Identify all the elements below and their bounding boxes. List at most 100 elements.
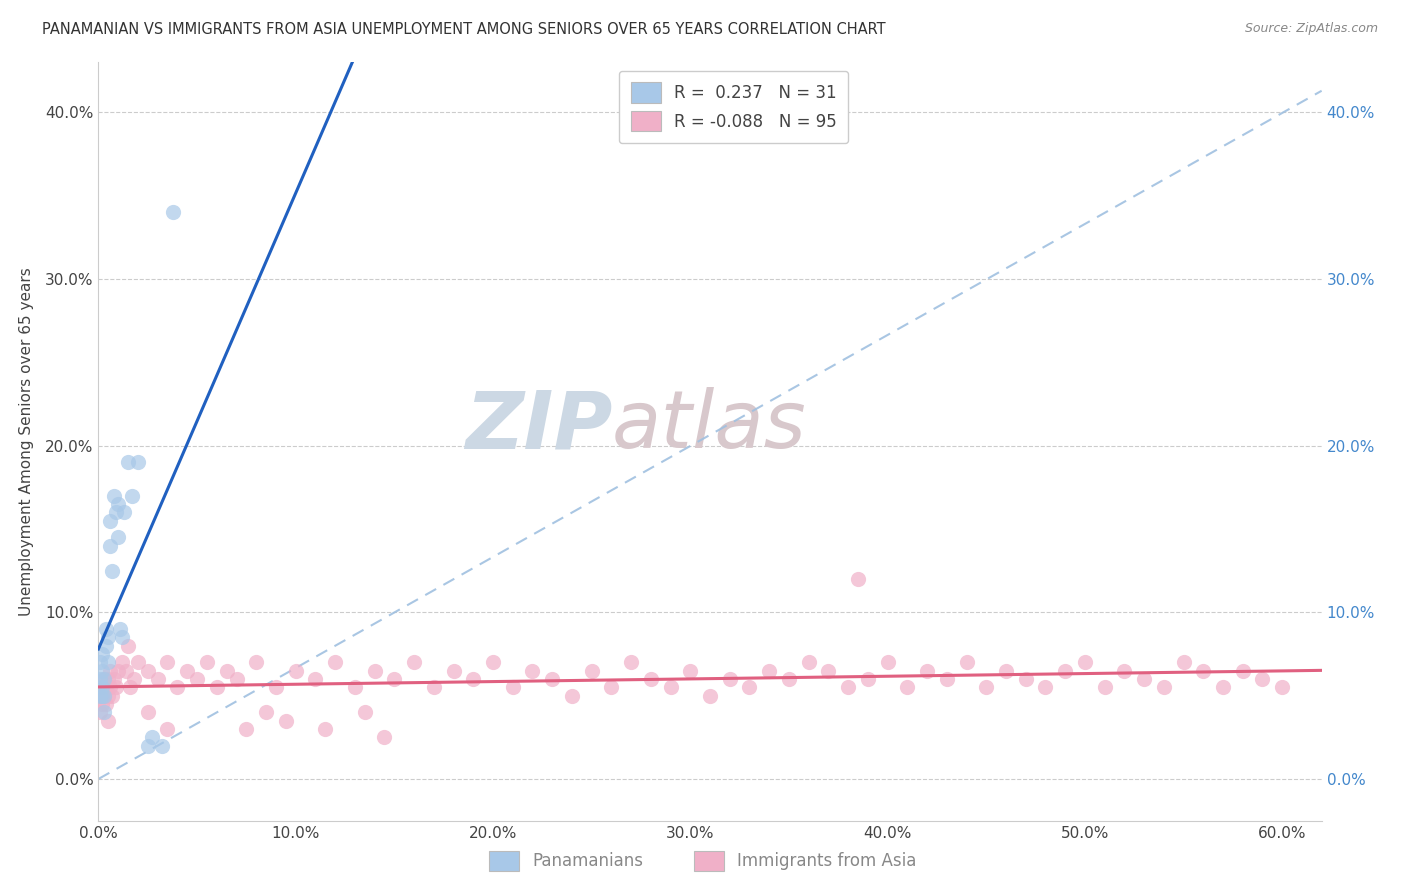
Point	[91, 697, 114, 711]
Legend: R =  0.237   N = 31, R = -0.088   N = 95: R = 0.237 N = 31, R = -0.088 N = 95	[619, 70, 848, 143]
Point	[186, 672, 208, 686]
Point	[111, 631, 134, 645]
Point	[225, 672, 247, 686]
Point	[443, 664, 465, 678]
Point	[1035, 681, 1057, 695]
Point	[659, 681, 682, 695]
Point	[96, 697, 118, 711]
Point	[896, 681, 918, 695]
Point	[837, 681, 859, 695]
Point	[738, 681, 761, 695]
Point	[620, 656, 643, 670]
Point	[404, 656, 426, 670]
Point	[1192, 664, 1215, 678]
Point	[1114, 664, 1136, 678]
Point	[502, 681, 524, 695]
Point	[797, 656, 820, 670]
Point	[98, 514, 121, 528]
Point	[1015, 672, 1038, 686]
Point	[156, 722, 179, 736]
Point	[121, 489, 143, 503]
Text: ZIP: ZIP	[465, 387, 612, 466]
Point	[93, 706, 115, 720]
Point	[1173, 656, 1195, 670]
Point	[111, 656, 134, 670]
Text: PANAMANIAN VS IMMIGRANTS FROM ASIA UNEMPLOYMENT AMONG SENIORS OVER 65 YEARS CORR: PANAMANIAN VS IMMIGRANTS FROM ASIA UNEMP…	[42, 22, 886, 37]
Point	[343, 681, 366, 695]
Point	[96, 681, 118, 695]
Point	[205, 681, 228, 695]
Point	[115, 664, 138, 678]
Point	[640, 672, 662, 686]
Point	[423, 681, 446, 695]
Point	[274, 714, 297, 728]
Point	[994, 664, 1017, 678]
Point	[245, 656, 267, 670]
Point	[93, 689, 115, 703]
Point	[463, 672, 485, 686]
Point	[97, 631, 120, 645]
Point	[136, 664, 159, 678]
Point	[103, 489, 125, 503]
Point	[89, 656, 111, 670]
Point	[122, 672, 145, 686]
Point	[91, 681, 114, 695]
Point	[117, 639, 139, 653]
Point	[1153, 681, 1175, 695]
Point	[96, 639, 118, 653]
Point	[482, 656, 505, 670]
Point	[107, 530, 129, 544]
Point	[1094, 681, 1116, 695]
Point	[98, 539, 121, 553]
Point	[955, 656, 977, 670]
Point	[136, 739, 159, 753]
Point	[98, 681, 121, 695]
Point	[522, 664, 544, 678]
Point	[915, 664, 938, 678]
Point	[96, 622, 118, 636]
Point	[600, 681, 623, 695]
Point	[103, 672, 125, 686]
Point	[118, 681, 141, 695]
Point	[93, 672, 115, 686]
Point	[97, 689, 120, 703]
Point	[107, 497, 129, 511]
Point	[105, 505, 128, 519]
Point	[89, 672, 111, 686]
Point	[323, 656, 346, 670]
Point	[699, 689, 721, 703]
Point	[117, 455, 139, 469]
Point	[101, 689, 124, 703]
Point	[935, 672, 957, 686]
Point	[101, 564, 124, 578]
Point	[93, 689, 115, 703]
Point	[304, 672, 326, 686]
Point	[1074, 656, 1097, 670]
Text: atlas: atlas	[612, 387, 807, 466]
Point	[156, 656, 179, 670]
Point	[150, 739, 173, 753]
Point	[89, 689, 111, 703]
Point	[1133, 672, 1156, 686]
Point	[93, 672, 115, 686]
Point	[718, 672, 741, 686]
Point	[195, 656, 218, 670]
Text: Source: ZipAtlas.com: Source: ZipAtlas.com	[1244, 22, 1378, 36]
Point	[108, 622, 131, 636]
Point	[778, 672, 800, 686]
Point	[1054, 664, 1077, 678]
Point	[581, 664, 603, 678]
Point	[91, 647, 114, 661]
Point	[91, 681, 114, 695]
Point	[1212, 681, 1234, 695]
Point	[856, 672, 879, 686]
Point	[146, 672, 169, 686]
Point	[97, 672, 120, 686]
Point	[363, 664, 385, 678]
Point	[1271, 681, 1294, 695]
Point	[91, 664, 114, 678]
Point	[89, 689, 111, 703]
Point	[127, 656, 149, 670]
Point	[136, 706, 159, 720]
Point	[846, 572, 869, 586]
